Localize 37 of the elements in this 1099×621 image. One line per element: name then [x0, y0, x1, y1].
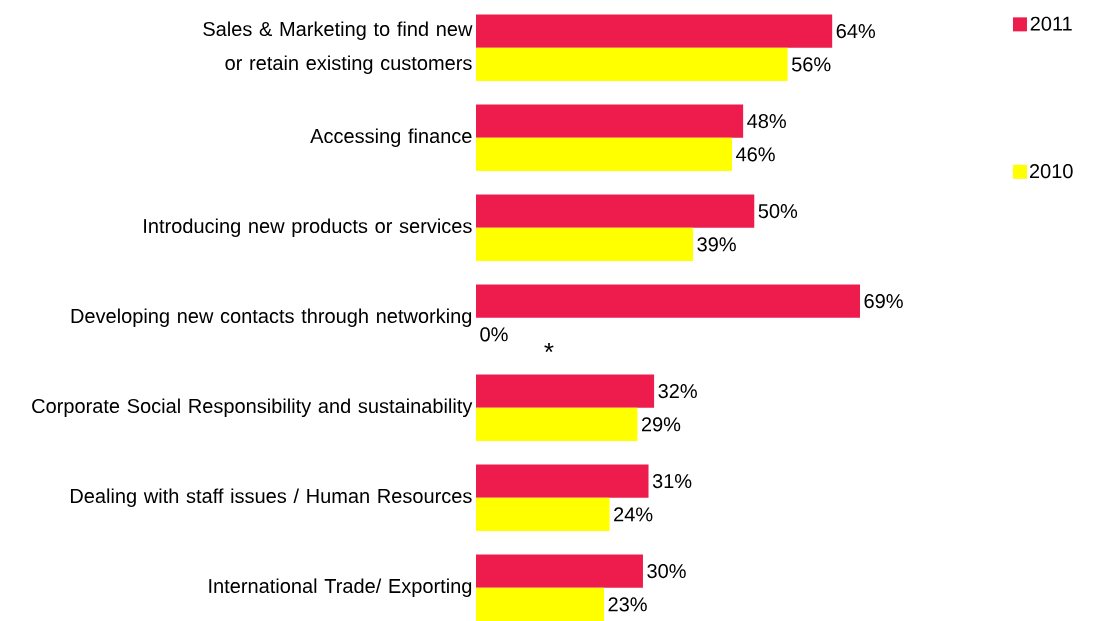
bar [476, 464, 649, 498]
y-tick-label: International Trade/ Exporting [209, 578, 472, 598]
data-label: 39% [697, 237, 736, 252]
legend-label: 2010 [1029, 164, 1073, 179]
bar [476, 137, 732, 172]
bar [476, 554, 643, 588]
y-tick-label: Developing new contacts through networking [71, 308, 472, 328]
bar [476, 47, 788, 82]
data-label: 30% [647, 563, 686, 579]
data-label: 0% [480, 327, 508, 342]
bar [476, 227, 694, 262]
y-tick-label: Sales & Marketing to find new or retain existing customers [203, 21, 473, 75]
bar [476, 194, 755, 228]
y-tick-label: Accessing finance [310, 128, 472, 148]
bar [476, 284, 860, 318]
y-tick-label: Corporate Social Responsibility and sustainability [32, 398, 473, 418]
data-label: 64% [836, 23, 876, 39]
y-tick-label: Introducing new products or services [144, 218, 472, 238]
data-label: 23% [608, 597, 647, 612]
data-label: 29% [641, 417, 681, 432]
data-label: 56% [791, 57, 831, 72]
data-label: 50% [758, 203, 798, 219]
bar [476, 497, 610, 532]
y-tick-label: Dealing with staff issues / Human Resources [70, 488, 472, 508]
annotation: * [544, 342, 554, 353]
bar [476, 587, 604, 621]
legend-label: 2011 [1030, 16, 1072, 31]
bar [476, 14, 833, 48]
data-label: 31% [652, 473, 692, 489]
bar [476, 374, 655, 408]
data-label: 32% [658, 383, 697, 399]
data-label: 24% [614, 507, 653, 522]
data-label: 46% [735, 147, 775, 162]
bar [476, 407, 638, 442]
data-label: 48% [747, 113, 786, 129]
data-label: 69% [864, 293, 903, 309]
bar [476, 104, 744, 138]
